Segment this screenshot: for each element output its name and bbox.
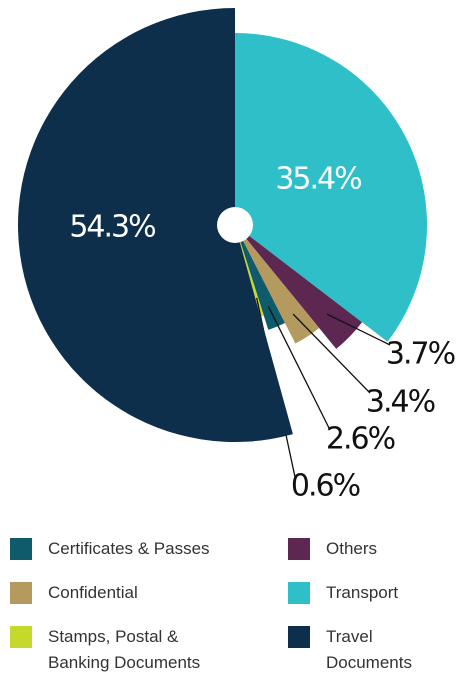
- legend-swatch: [10, 582, 32, 604]
- legend-swatch: [288, 582, 310, 604]
- leader-line: [292, 313, 371, 394]
- pie-slice: [235, 225, 264, 317]
- legend-label: Transport: [326, 583, 399, 602]
- value-label: 35.4%: [275, 162, 361, 197]
- legend-item: Certificates & Passes: [10, 538, 240, 562]
- legend-item: Others: [288, 538, 438, 562]
- pie-slice: [235, 225, 363, 349]
- legend-item: Transport: [288, 582, 438, 606]
- pie-slice: [18, 8, 293, 442]
- legend-swatch: [288, 626, 310, 648]
- legend-swatch: [288, 538, 310, 560]
- value-label: 3.4%: [366, 385, 435, 420]
- value-label: 0.6%: [291, 469, 360, 504]
- legend-swatch: [10, 626, 32, 648]
- value-label: 2.6%: [326, 422, 395, 457]
- pie-slice: [235, 33, 427, 342]
- legend-label: Confidential: [48, 583, 138, 602]
- leader-line: [326, 313, 391, 346]
- legend-item: Confidential: [10, 582, 240, 606]
- value-label: 3.7%: [386, 337, 455, 372]
- pie-slice: [235, 225, 285, 330]
- center-hole: [217, 207, 253, 243]
- leader-line: [267, 306, 331, 431]
- legend-label: Stamps, Postal & Banking Documents: [48, 627, 201, 672]
- legend-label: Travel Documents: [326, 627, 412, 672]
- legend-item: Stamps, Postal & Banking Documents: [10, 626, 220, 676]
- value-label: 54.3%: [69, 210, 155, 245]
- pie-slice: [235, 225, 320, 344]
- legend-swatch: [10, 538, 32, 560]
- legend-label: Others: [326, 539, 378, 558]
- legend-item: Travel Documents: [288, 626, 418, 676]
- legend-label: Certificates & Passes: [48, 539, 210, 558]
